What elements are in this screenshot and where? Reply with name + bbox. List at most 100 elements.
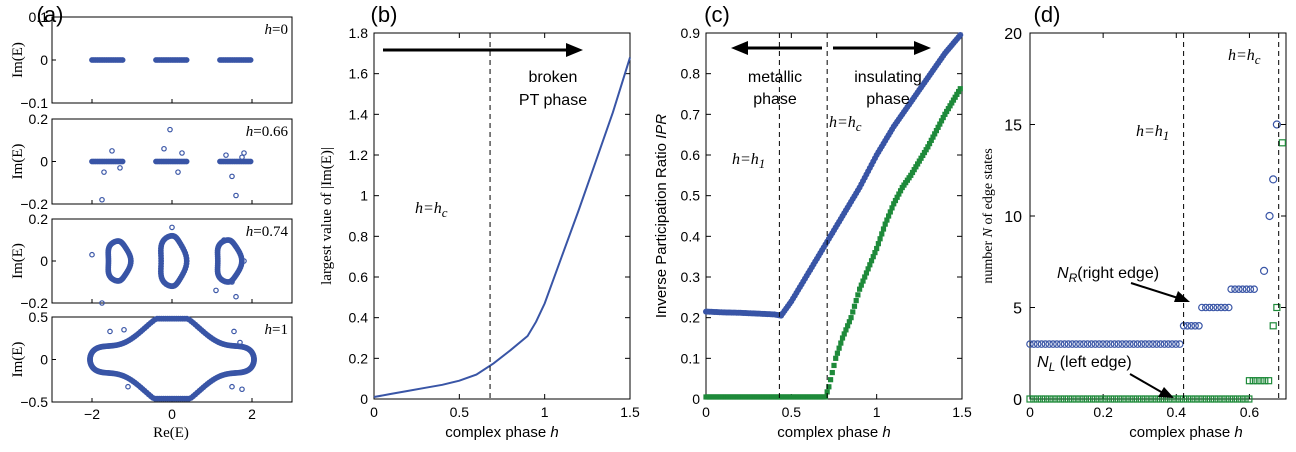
vline-label-d1: h=h1 xyxy=(1136,123,1169,143)
vline-label-c1-sub: 1 xyxy=(759,156,766,171)
edge-count-point-left xyxy=(1195,395,1203,403)
spectrum-outlier xyxy=(237,339,243,346)
edge-count-point-left xyxy=(1076,395,1084,403)
edge-count-point-right xyxy=(1064,340,1073,348)
legend-NL-text: (left edge) xyxy=(1055,354,1131,371)
ytick-label-a4: 0 xyxy=(40,352,48,368)
legend-label-right-edge: NR(right edge) xyxy=(1057,265,1159,285)
ipr-point-green xyxy=(868,258,875,264)
edge-count-point-right xyxy=(1242,285,1251,294)
ylabel-a2: Im(E) xyxy=(10,144,26,180)
xtick-label-a: −2 xyxy=(84,406,100,422)
spectrum-outlier xyxy=(229,383,235,390)
spectrum-outlier xyxy=(229,279,235,285)
annotation-c-insulating: phase xyxy=(866,91,910,108)
edge-count-point-left xyxy=(1176,395,1184,403)
ytick-label-b: 0.4 xyxy=(349,310,369,326)
spectrum-outlier xyxy=(109,148,115,154)
edge-count-point-left xyxy=(1237,395,1245,403)
spectrum-outlier xyxy=(239,386,245,393)
ipr-point-green xyxy=(957,86,963,92)
ipr-point-blue xyxy=(957,32,964,39)
edge-count-point-right xyxy=(1076,340,1084,348)
spectrum-outlier xyxy=(241,258,247,264)
edge-count-point-right xyxy=(1030,340,1038,348)
ytick-label-b: 1.6 xyxy=(349,66,369,82)
ytick-label-c: 0.5 xyxy=(681,188,701,204)
h-value: =0.66 xyxy=(253,124,288,140)
ipr-point-green xyxy=(870,254,876,260)
edge-count-point-left xyxy=(1145,395,1153,403)
ylabel-d-c: of edge states xyxy=(981,148,996,228)
spectrum-outlier xyxy=(167,126,173,133)
ytick-label-d: 20 xyxy=(1004,26,1022,43)
spectrum-outlier xyxy=(99,300,105,306)
edge-count-point-right xyxy=(1238,285,1247,294)
xlabel-b-text: complex phase xyxy=(445,424,550,441)
edge-count-point-right xyxy=(1187,321,1196,330)
edge-count-point-left xyxy=(1245,395,1253,403)
ytick-label-b: 0.6 xyxy=(349,269,369,285)
xtick-label-b: 1.5 xyxy=(620,404,640,420)
ylabel-c-text: Inverse Participation Ratio xyxy=(653,139,670,318)
xtick-label-d: 0.6 xyxy=(1240,404,1260,420)
edge-count-point-right xyxy=(1246,285,1255,294)
ytick-label-c: 0.1 xyxy=(681,350,701,366)
edge-count-point-right xyxy=(1269,175,1278,184)
ipr-point-green xyxy=(879,231,885,237)
spectrum-outlier xyxy=(101,169,107,175)
xlabel-c: complex phase h xyxy=(777,424,890,441)
edge-count-point-left xyxy=(1153,395,1161,403)
edge-count-point-left xyxy=(1099,395,1107,403)
edge-count-point-right xyxy=(1053,340,1061,348)
ytick-label-a3: 0 xyxy=(40,253,48,269)
edge-count-point-left xyxy=(1053,395,1061,403)
edge-count-point-left xyxy=(1245,377,1254,385)
panel-label-b: (b) xyxy=(371,2,398,27)
spectrum-point xyxy=(183,158,190,165)
pointer-arrow-head-left-edge xyxy=(1158,387,1174,398)
edge-count-point-left xyxy=(1226,395,1234,403)
edge-count-point-left xyxy=(1026,395,1034,403)
edge-count-point-left xyxy=(1126,395,1134,403)
edge-count-point-right xyxy=(1141,340,1150,348)
edge-count-point-left xyxy=(1257,377,1265,385)
ipr-point-green xyxy=(851,303,858,309)
xtick-label-b: 0 xyxy=(370,404,378,420)
xtick-label-b: 0.5 xyxy=(450,404,470,420)
edge-count-point-left xyxy=(1110,395,1119,403)
ipr-point-green xyxy=(875,241,881,247)
edge-count-point-right xyxy=(1205,303,1214,312)
edge-count-point-left xyxy=(1141,395,1149,403)
ytick-label-a1: 0.1 xyxy=(29,9,49,25)
series-line-b xyxy=(373,57,631,398)
edge-count-point-right xyxy=(1195,321,1203,330)
ipr-point-green xyxy=(850,309,856,315)
edge-count-point-left xyxy=(1203,395,1211,403)
spectrum-outlier xyxy=(213,287,219,294)
edge-count-point-left xyxy=(1261,377,1269,385)
pointer-arrow-head-right-edge xyxy=(1174,291,1190,302)
edge-count-point-left xyxy=(1068,395,1076,403)
xlabel-b: complex phase h xyxy=(445,424,558,441)
edge-count-point-right xyxy=(1060,340,1069,348)
ipr-point-green xyxy=(877,236,883,242)
edge-count-point-right xyxy=(1164,340,1173,348)
edge-count-point-left xyxy=(1199,395,1207,403)
edge-count-point-right xyxy=(1168,340,1176,348)
edge-count-point-left xyxy=(1172,395,1180,403)
vline-label-c1: h=h1 xyxy=(732,151,765,171)
edge-count-point-right xyxy=(1072,340,1080,348)
edge-count-point-right xyxy=(1265,211,1274,221)
edge-count-point-left xyxy=(1233,395,1241,403)
edge-count-point-right xyxy=(1191,321,1199,330)
edge-count-point-right xyxy=(1250,285,1258,294)
xtick-label-c: 0 xyxy=(702,404,710,420)
edge-count-point-right xyxy=(1095,340,1103,348)
spectrum-outlier xyxy=(117,165,123,171)
edge-count-point-left xyxy=(1187,395,1195,403)
annotation-c-insulating: insulating xyxy=(854,69,922,86)
ylabel-d-a: number xyxy=(981,237,996,283)
ipr-point-green xyxy=(889,205,895,211)
